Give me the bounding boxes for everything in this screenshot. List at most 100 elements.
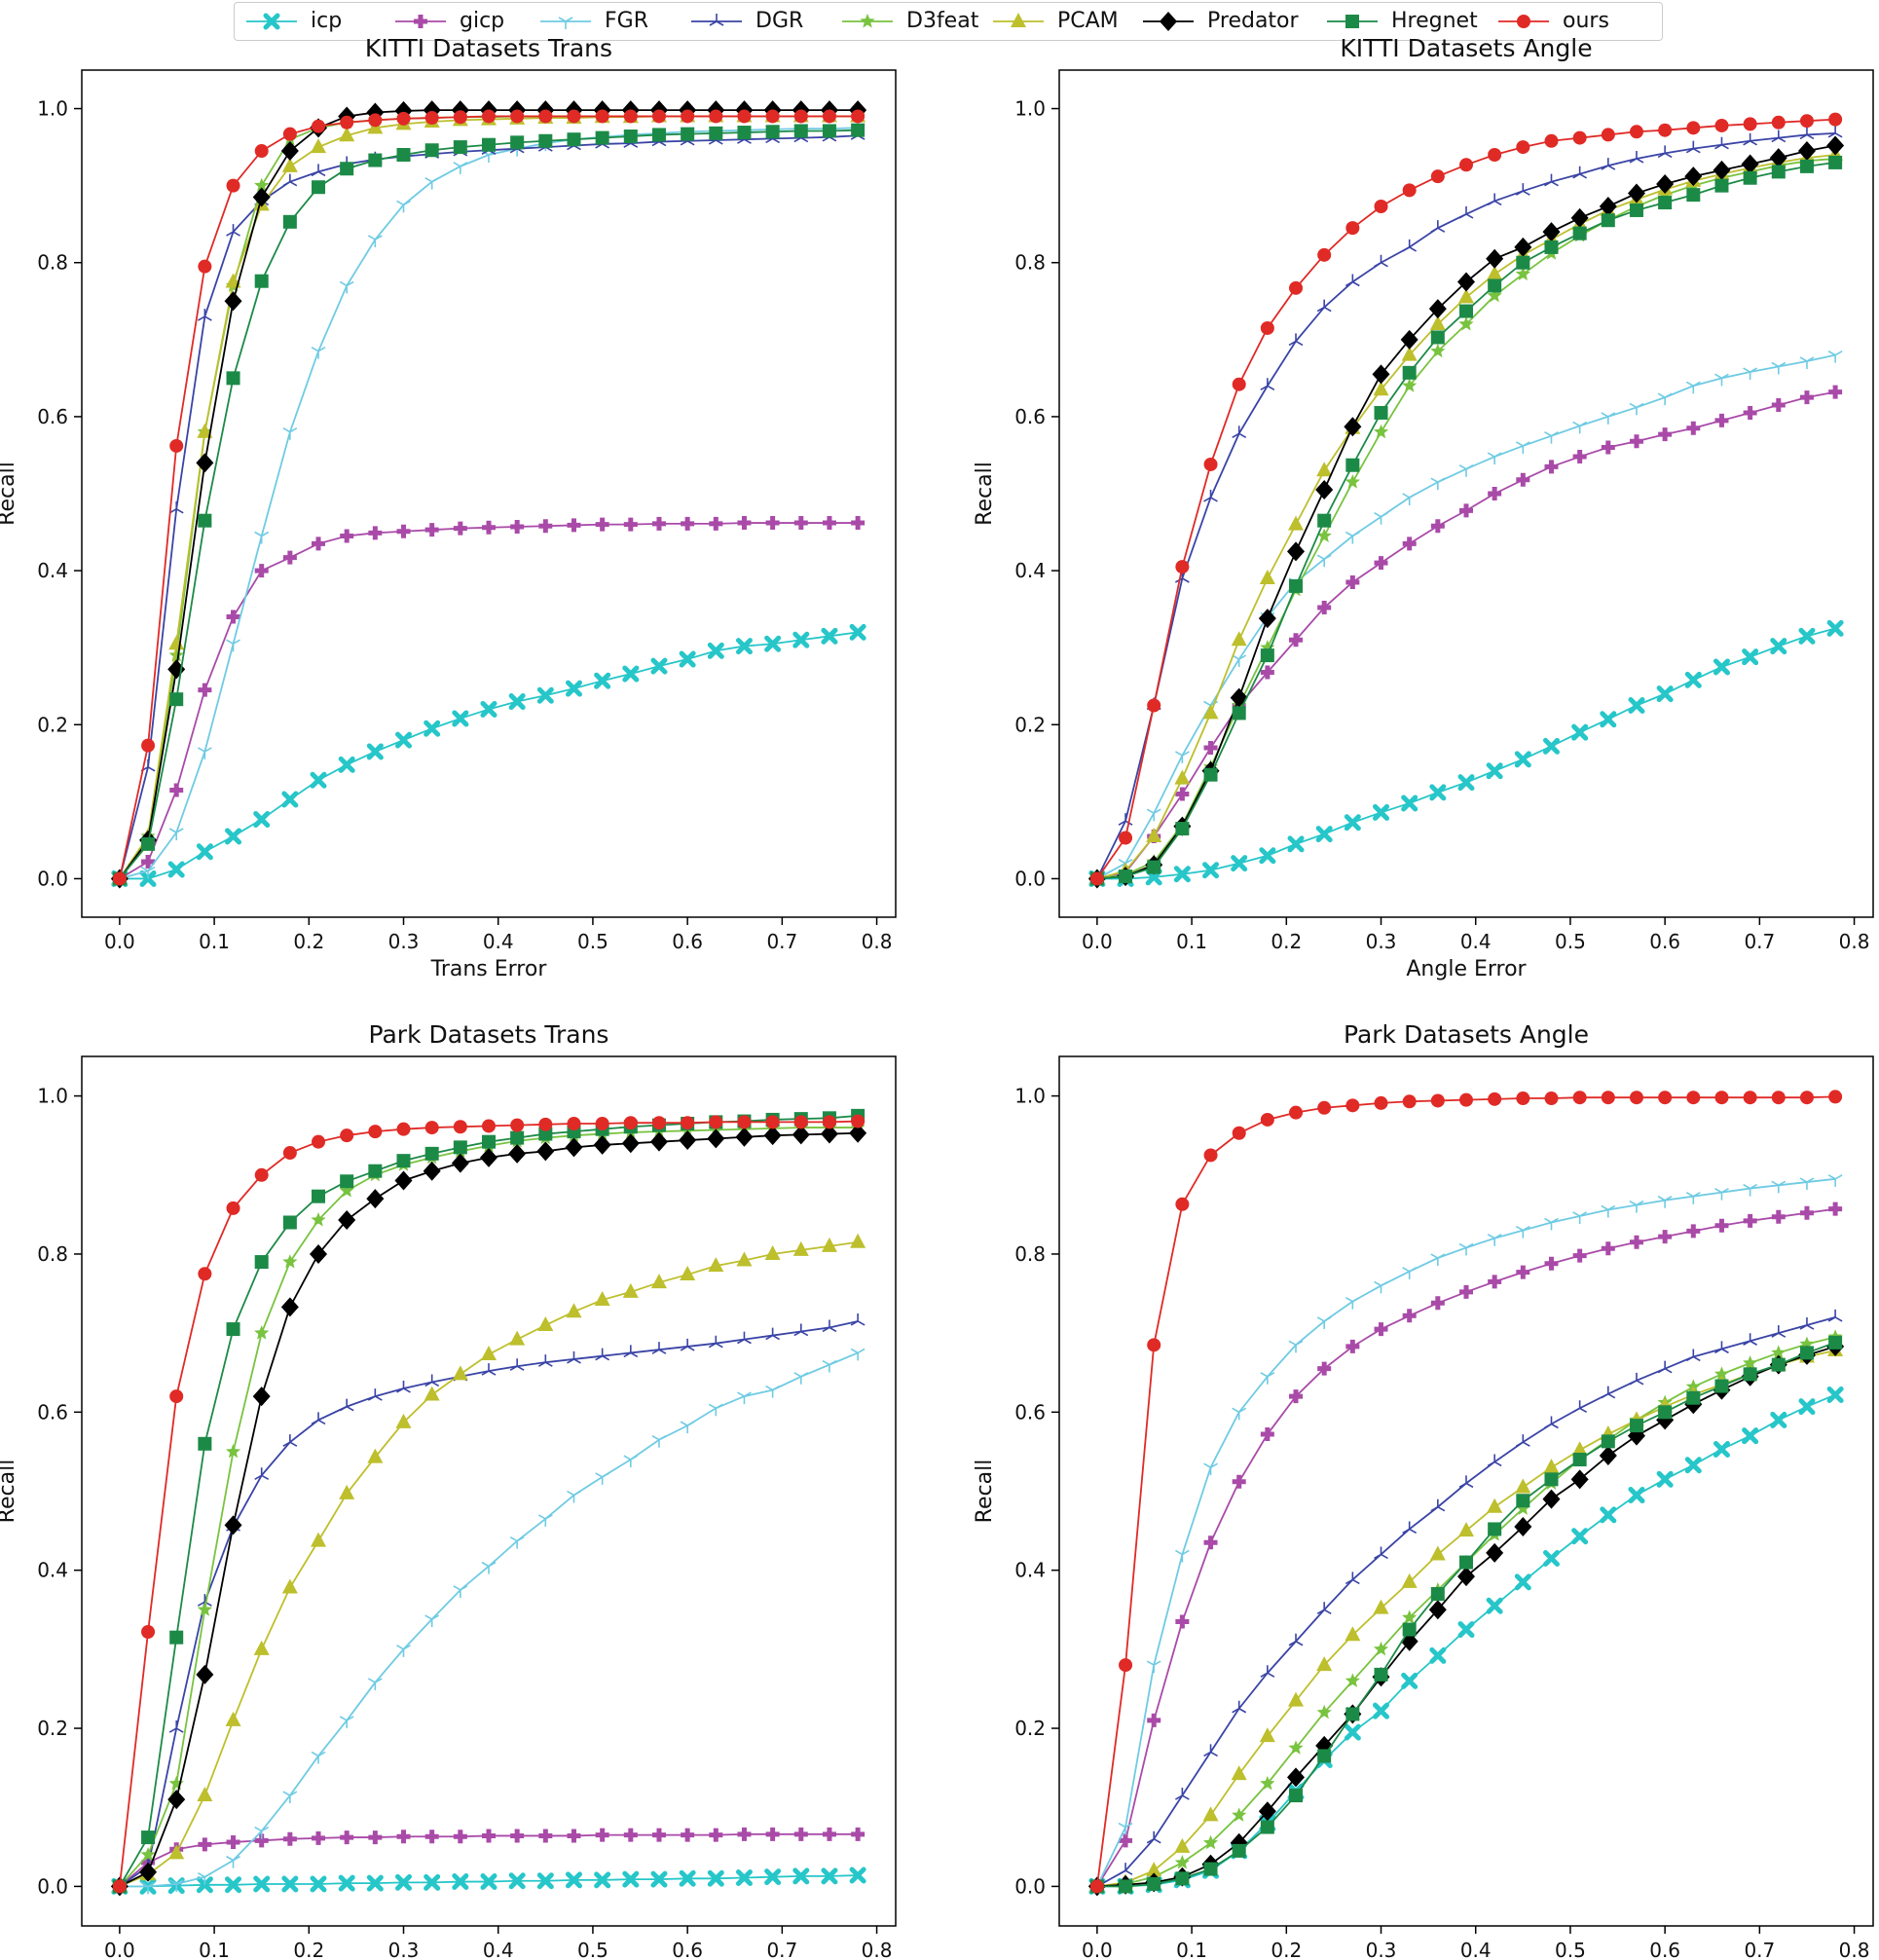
data-point-fgr	[367, 235, 383, 247]
data-point-hregnet	[1714, 178, 1729, 193]
data-point-predator	[1287, 1767, 1306, 1788]
data-point-dgr	[1771, 1325, 1787, 1338]
data-point-icp	[1287, 835, 1305, 853]
data-point-dgr	[1487, 1454, 1502, 1467]
data-point-icp	[536, 1872, 554, 1890]
data-point-d3feat	[1260, 640, 1275, 654]
series-line-fgr	[119, 1351, 859, 1888]
data-point-ours	[1317, 247, 1332, 262]
data-point-fgr	[1146, 808, 1161, 822]
data-point-dgr	[1203, 1744, 1218, 1757]
data-point-fgr	[1629, 1200, 1644, 1213]
data-point-fgr	[1657, 1196, 1673, 1208]
data-point-hregnet	[1572, 226, 1587, 240]
data-point-pcam	[1458, 1522, 1474, 1537]
data-point-gicp	[1203, 1535, 1218, 1550]
data-point-hregnet	[623, 129, 638, 144]
data-point-ours	[851, 1114, 866, 1128]
data-point-pcam	[481, 1346, 497, 1361]
x-tick-label: 0.7	[766, 1939, 797, 1960]
data-point-ours	[312, 1134, 326, 1149]
data-point-hregnet	[1147, 1876, 1161, 1891]
data-point-fgr	[1232, 654, 1247, 668]
data-point-fgr	[396, 1645, 411, 1657]
data-point-hregnet	[424, 1146, 439, 1161]
y-tick-label: 0.2	[1014, 713, 1046, 736]
data-point-hregnet	[1714, 1379, 1729, 1393]
chart-legend: icp gicp FGR DGR D3feat PCAM Predator Hregnet ou…	[234, 2, 1663, 41]
data-point-pcam	[1174, 1837, 1191, 1853]
data-point-gicp	[1374, 556, 1388, 571]
data-point-icp	[679, 1869, 696, 1887]
data-point-hregnet	[1175, 822, 1190, 836]
data-point-ours	[282, 1146, 297, 1161]
data-point-icp	[1742, 648, 1759, 666]
data-point-gicp	[1658, 1230, 1673, 1244]
x-tick-label: 0.6	[1649, 930, 1680, 953]
data-point-dgr	[1316, 299, 1332, 313]
data-point-gicp	[681, 1828, 695, 1842]
series-dgr	[1089, 125, 1843, 884]
data-point-dgr	[481, 1363, 497, 1376]
data-point-gicp	[1714, 1218, 1729, 1233]
data-point-d3feat	[1402, 1609, 1418, 1624]
series-fgr	[1089, 350, 1843, 887]
data-point-pcam	[1515, 1478, 1531, 1494]
data-point-ours	[254, 144, 269, 159]
data-point-dgr	[1174, 1788, 1190, 1800]
data-point-gicp	[1119, 1833, 1133, 1848]
data-point-pcam	[225, 1711, 241, 1726]
series-predator	[110, 1123, 867, 1897]
x-tick-label: 0.6	[1649, 1939, 1680, 1960]
data-point-icp	[196, 843, 213, 861]
data-point-pcam	[509, 1330, 526, 1346]
data-point-icp	[536, 686, 554, 704]
data-point-pcam	[680, 1266, 696, 1281]
data-point-gicp	[282, 1831, 297, 1846]
data-point-ours	[567, 1117, 581, 1131]
data-point-fgr	[311, 1751, 326, 1764]
data-point-pcam	[1401, 1572, 1418, 1588]
chart-title: KITTI Datasets Trans	[365, 34, 612, 62]
legend-marker-ours	[1517, 15, 1530, 28]
legend-marker-hregnet	[1345, 15, 1359, 28]
data-point-icp	[366, 743, 384, 760]
data-point-icp	[565, 680, 582, 697]
data-point-icp	[1344, 814, 1361, 832]
data-point-dgr	[1544, 173, 1559, 187]
data-point-fgr	[1402, 1267, 1418, 1279]
data-point-predator	[366, 1189, 385, 1209]
x-tick-label: 0.5	[1555, 1939, 1586, 1960]
data-point-hregnet	[368, 153, 383, 167]
series-line-fgr	[1096, 353, 1836, 880]
data-point-fgr	[1146, 1660, 1161, 1674]
data-point-fgr	[850, 1348, 866, 1361]
data-point-pcam	[1429, 315, 1446, 330]
data-point-icp	[1486, 1597, 1503, 1614]
data-point-gicp	[1488, 1275, 1502, 1289]
data-point-ours	[1686, 121, 1701, 135]
series-ours	[112, 109, 866, 886]
data-point-pcam	[537, 1316, 554, 1332]
x-tick-label: 0.2	[293, 930, 324, 953]
data-point-dgr	[1743, 1333, 1758, 1346]
data-point-icp	[707, 1869, 724, 1887]
data-point-gicp	[765, 516, 780, 531]
series-icp	[111, 1867, 866, 1895]
data-point-pcam	[736, 1251, 753, 1267]
data-point-dgr	[1515, 183, 1530, 196]
data-point-ours	[1516, 140, 1530, 155]
data-point-pcam	[1543, 1459, 1560, 1474]
series-pcam	[111, 107, 866, 885]
data-point-fgr	[282, 1791, 298, 1804]
data-point-predator	[820, 1124, 838, 1144]
data-point-ours	[1430, 169, 1445, 184]
data-point-icp	[764, 635, 782, 652]
data-point-dgr	[424, 1374, 440, 1387]
data-point-icp	[452, 710, 469, 727]
data-point-fgr	[1260, 1372, 1275, 1385]
data-point-ours	[1232, 1126, 1246, 1140]
data-point-fgr	[1316, 554, 1332, 568]
data-point-hregnet	[1686, 188, 1701, 203]
